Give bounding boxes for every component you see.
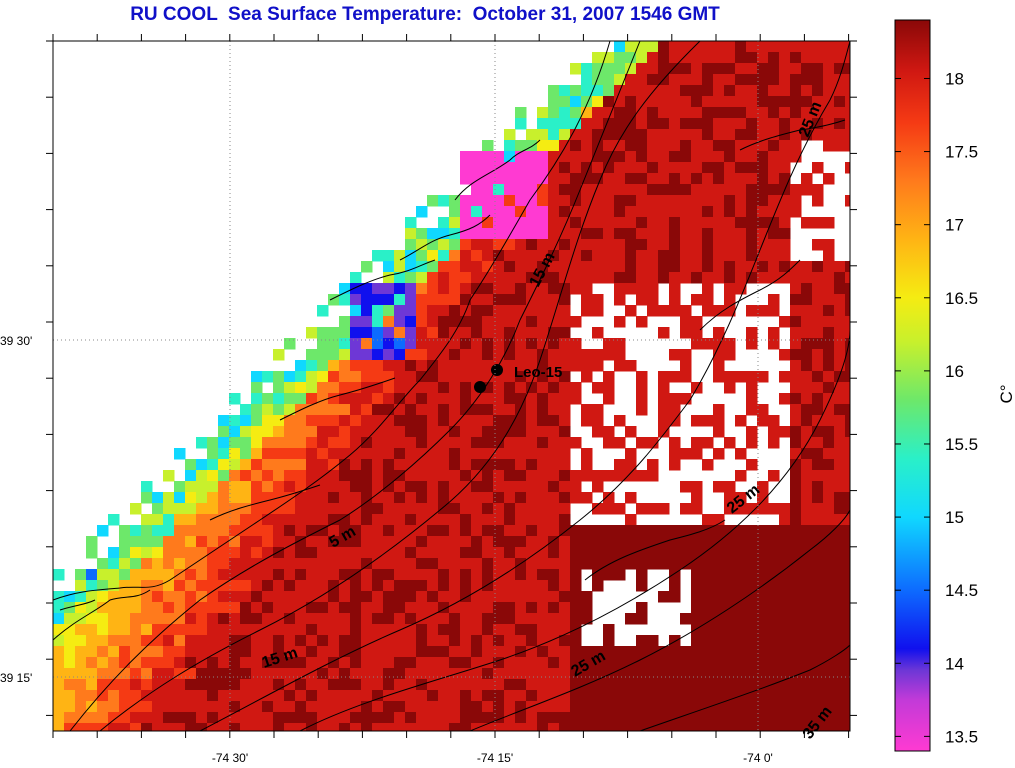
colorbar-tick-label: 17.5 [945,143,978,162]
graticule [53,41,850,731]
lon-label: -74 0' [743,751,773,765]
colorbar-tick-label: 18 [945,69,964,88]
colorbar-tick-label: 14 [945,654,964,673]
lat-label: 39 30' [0,334,32,348]
sst-field [53,41,850,731]
colorbar-tick-label: 15.5 [945,435,978,454]
colorbar-tick-label: 13.5 [945,727,978,746]
lon-label: -74 15' [477,751,513,765]
colorbar-tick-label: 15 [945,508,964,527]
station-label: Leo-15 [514,364,562,381]
station-marker [474,381,486,393]
map-title: RU COOL Sea Surface Temperature: October… [130,4,720,25]
lat-label: 39 15' [0,671,32,685]
map-frame [52,40,851,732]
lon-label: -74 30' [212,751,248,765]
axis-labels: 39 30' 39 15' -74 30' -74 15' -74 0' [0,334,773,765]
colorbar-tick-label: 16.5 [945,289,978,308]
colorbar-tick-label: 16 [945,362,964,381]
axis-ticks [46,34,857,738]
colorbar-tick-label: 14.5 [945,581,978,600]
coastline-contours [53,41,850,731]
leo15-station: Leo-15 [474,364,562,393]
colorbar-scale [894,19,931,752]
colorbar: 18 17.5 17 16.5 16 15.5 15 14.5 14 13.5 C° [894,19,1015,752]
station-marker [491,364,503,376]
colorbar-unit-label: C° [997,384,1015,403]
colorbar-tick-label: 17 [945,216,964,235]
